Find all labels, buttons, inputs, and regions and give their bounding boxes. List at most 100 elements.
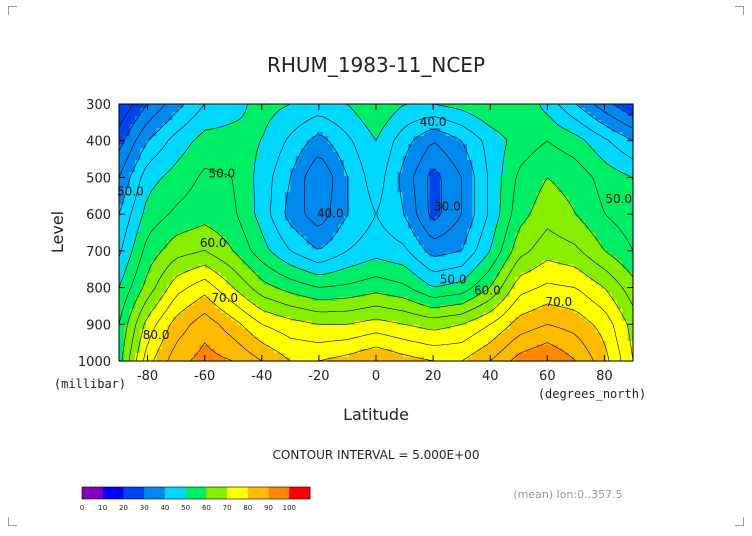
contour-cell (215, 124, 222, 129)
contour-cell (231, 244, 238, 250)
contour-cell (392, 124, 399, 129)
contour-cell (268, 296, 275, 302)
contour-cell (349, 144, 356, 149)
contour-cell (413, 276, 420, 282)
contour-cell (541, 168, 548, 173)
contour-cell (402, 304, 409, 310)
contour-cell (177, 200, 184, 205)
contour-cell (531, 252, 538, 258)
contour-cell (333, 180, 340, 185)
contour-cell (220, 284, 227, 290)
contour-cell (590, 164, 597, 169)
contour-cell (477, 152, 484, 157)
contour-cell (392, 192, 399, 197)
contour-cell (311, 116, 318, 121)
contour-cell (531, 204, 538, 210)
contour-cell (413, 116, 420, 121)
contour-cell (311, 132, 318, 137)
contour-cell (236, 176, 243, 181)
contour-cell (210, 300, 216, 306)
contour-cell (359, 268, 366, 274)
contour-cell (520, 252, 527, 258)
contour-cell (279, 120, 286, 125)
contour-cell (499, 272, 506, 278)
contour-cell (563, 108, 570, 113)
contour-cell (429, 272, 436, 278)
contour-cell (295, 216, 302, 222)
contour-cell (616, 164, 623, 169)
contour-cell (220, 220, 227, 226)
contour-cell (558, 128, 564, 133)
contour-cell (408, 292, 415, 298)
contour-cell (349, 252, 356, 258)
contour-cell (172, 240, 179, 246)
contour-cell (365, 196, 372, 201)
frame-corner-bottom-left (8, 517, 17, 526)
contour-cell (124, 264, 131, 270)
contour-cell (408, 176, 415, 181)
contour-cell (215, 208, 222, 214)
contour-cell (392, 296, 399, 302)
contour-cell (413, 180, 420, 185)
contour-cell (199, 292, 206, 298)
contour-cell (611, 260, 618, 266)
contour-cell (204, 304, 211, 310)
contour-cell (552, 128, 559, 133)
contour-cell (450, 220, 457, 226)
contour-cell (424, 244, 431, 250)
contour-cell (541, 144, 548, 149)
contour-cell (392, 248, 399, 254)
contour-cell (525, 160, 532, 165)
contour-cell (472, 204, 479, 210)
contour-cell (515, 164, 522, 169)
contour-cell (467, 292, 473, 298)
contour-cell (376, 268, 382, 274)
contour-cell (145, 208, 152, 214)
contour-cell (204, 168, 211, 173)
contour-cell (333, 264, 340, 270)
contour-cell (418, 216, 425, 222)
contour-cell (525, 284, 532, 290)
contour-cell (493, 184, 500, 189)
contour-cell (290, 192, 297, 197)
contour-cell (311, 180, 318, 185)
contour-cell (343, 156, 350, 161)
contour-cell (408, 208, 415, 214)
contour-cell (590, 188, 597, 193)
contour-cell (499, 224, 506, 230)
contour-cell (434, 144, 441, 149)
contour-cell (520, 172, 527, 177)
contour-cell (370, 148, 377, 153)
contour-cell (424, 128, 431, 133)
contour-cell (595, 148, 602, 153)
contour-cell (595, 184, 602, 189)
contour-cell (418, 108, 425, 113)
contour-cell (590, 300, 597, 306)
contour-cell (616, 264, 623, 270)
contour-cell (317, 156, 324, 161)
contour-cell (418, 264, 425, 270)
contour-cell (172, 160, 179, 165)
contour-cell (563, 152, 570, 157)
contour-cell (258, 144, 265, 149)
contour-cell (236, 172, 243, 177)
contour-cell (210, 176, 216, 181)
contour-cell (279, 156, 286, 161)
contour-cell (568, 232, 575, 238)
contour-cell (429, 300, 436, 306)
contour-cell (365, 288, 372, 294)
contour-cell (156, 152, 163, 157)
contour-cell (461, 200, 468, 205)
contour-cell (472, 304, 479, 310)
contour-cell (220, 232, 227, 238)
contour-cell (515, 148, 522, 153)
contour-cell (386, 188, 393, 193)
contour-cell (252, 284, 259, 290)
contour-cell (392, 132, 399, 137)
contour-cell (402, 192, 409, 197)
contour-cell (381, 160, 388, 165)
contour-cell (183, 276, 190, 282)
contour-cell (397, 196, 404, 201)
contour-cell (124, 308, 131, 314)
contour-cell (306, 224, 313, 230)
